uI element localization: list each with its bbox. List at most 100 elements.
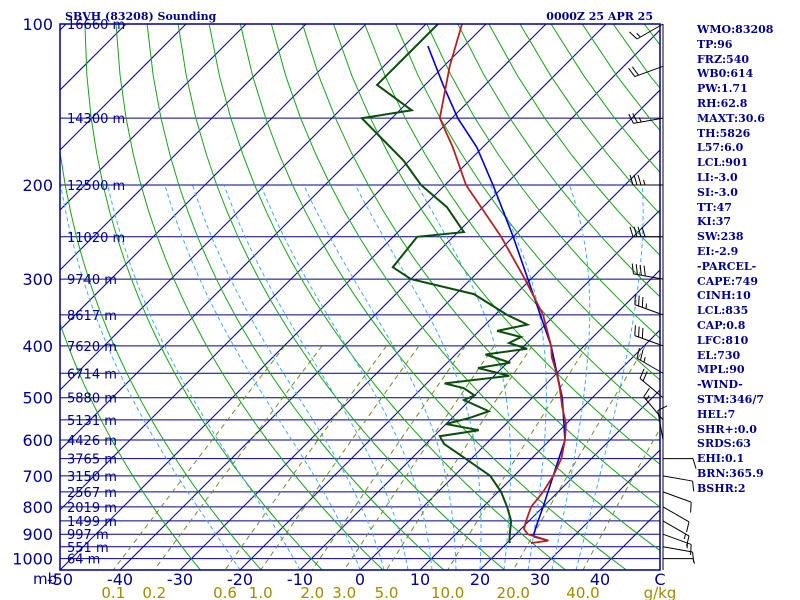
index-entry: SRDS:63	[697, 437, 751, 451]
wind-barb	[634, 325, 664, 347]
mixing-ratio-units-label: g/kg	[644, 584, 677, 600]
mixing-ratio-line	[512, 345, 646, 570]
wind-barb-half-flag	[643, 179, 646, 186]
isotherm-line	[239, 149, 660, 570]
height-label: 14300 m	[67, 112, 125, 127]
wind-barb	[639, 368, 664, 399]
wind-barb	[634, 294, 664, 316]
wind-barb-flag	[632, 113, 638, 123]
index-entry: L57:6.0	[697, 141, 744, 155]
height-label: 11020 m	[67, 231, 125, 246]
index-entry: SW:238	[697, 230, 744, 244]
isotherm-line	[60, 24, 367, 331]
index-entry: WB0:614	[697, 67, 754, 81]
temperature-line	[438, 24, 567, 544]
index-entry: LI:-3.0	[697, 170, 738, 184]
wind-barb-flag	[639, 349, 644, 361]
dry-adiabat-line	[333, 24, 660, 465]
moist-adiabat-line	[223, 184, 409, 570]
pressure-units-label: mb	[33, 570, 57, 588]
index-entry: PW:1.71	[697, 82, 748, 96]
index-entry: TH:5826	[697, 126, 751, 140]
moist-adiabat-line	[416, 184, 512, 570]
index-entry: CAPE:749	[697, 274, 758, 288]
height-label: 4426 m	[67, 434, 117, 449]
height-label: 5131 m	[67, 414, 117, 429]
wind-barb-flag	[639, 368, 645, 379]
wind-barb-flag	[690, 544, 692, 555]
index-entry: BRN:365.9	[697, 466, 764, 480]
moist-adiabat-line	[303, 184, 457, 570]
temperature-tick-label: -20	[227, 570, 253, 589]
mixing-ratio-label: 1.0	[249, 584, 273, 600]
dry-adiabat-line	[426, 24, 660, 339]
moist-adiabat-line	[164, 184, 361, 570]
wind-barb-flag	[639, 264, 642, 276]
wind-barb	[663, 458, 697, 469]
wind-barb-flag	[642, 371, 648, 382]
index-entry: EI:-2.9	[697, 244, 739, 258]
height-label: 64 m	[67, 553, 100, 568]
index-entry: FRZ:540	[697, 52, 750, 66]
pressure-tick-label: 200	[22, 176, 53, 195]
wind-barb-half-flag	[636, 33, 641, 38]
pressure-tick-label: 100	[22, 15, 53, 34]
wind-barb-staff	[639, 378, 664, 399]
isotherm-line	[179, 89, 660, 570]
mixing-ratio-label: 3.0	[332, 584, 356, 600]
index-entry: LFC:810	[697, 333, 749, 347]
isotherm-line	[60, 24, 247, 211]
wind-barb-flag	[657, 405, 668, 411]
mixing-ratio-line	[343, 345, 495, 570]
dewpoint-line	[359, 24, 531, 544]
mixing-ratio-label: 20.0	[497, 584, 530, 600]
isotherm-line	[60, 24, 427, 391]
index-entry: SHR+:0.0	[697, 422, 757, 436]
index-entry: EL:730	[697, 348, 741, 362]
wind-barb-flag	[637, 226, 642, 237]
wind-barb-staff	[662, 475, 693, 482]
dry-adiabat-line	[60, 146, 262, 570]
dry-adiabat-line	[457, 24, 660, 298]
pressure-tick-label: 400	[22, 337, 53, 356]
wind-barb-flag	[692, 481, 695, 492]
wind-barbs	[628, 23, 697, 570]
dry-adiabat-line	[115, 24, 384, 570]
mixing-ratio-label: 10.0	[431, 584, 464, 600]
moist-adiabat-line	[354, 184, 482, 570]
dry-adiabat-line	[302, 24, 660, 508]
pressure-tick-label: 500	[22, 389, 53, 408]
index-entry: CINH:10	[697, 289, 751, 303]
mixing-ratio-label: 2.0	[300, 584, 324, 600]
wind-barb-flag	[636, 347, 640, 359]
isotherm-line	[60, 24, 187, 151]
chart-frame	[59, 23, 661, 571]
height-label: 551 m	[67, 541, 109, 556]
pressure-tick-label: 900	[22, 525, 53, 544]
temperature-tick-label: 30	[530, 570, 550, 589]
index-entry: LCL:901	[697, 156, 749, 170]
isotherm-line	[119, 29, 660, 570]
mixing-ratio-line	[224, 345, 387, 570]
mixing-ratio-line	[260, 345, 420, 570]
index-entry: WMO:83208	[697, 23, 774, 36]
wind-barb-flag	[629, 226, 634, 237]
wind-barb	[628, 113, 664, 124]
plot-frame	[59, 23, 661, 571]
wind-barb	[643, 387, 664, 421]
mixing-ratio-line	[447, 345, 588, 570]
wind-barb-staff	[662, 520, 690, 537]
temperature-tick-label: 10	[410, 570, 430, 589]
station-title: SBVH (83208) Sounding	[65, 10, 217, 23]
temperature-tick-label: -30	[167, 570, 193, 589]
index-entry: -WIND-	[697, 378, 743, 392]
pressure-tick-label: 800	[22, 498, 53, 517]
isotherm-line	[60, 24, 607, 570]
wind-barb-flag	[692, 458, 697, 469]
wind-barb-flag	[637, 174, 642, 186]
dry-adiabat-line	[146, 24, 445, 570]
height-label: 2019 m	[67, 501, 117, 516]
height-label: 5880 m	[67, 392, 117, 407]
temperature-units-label: C	[654, 570, 665, 589]
